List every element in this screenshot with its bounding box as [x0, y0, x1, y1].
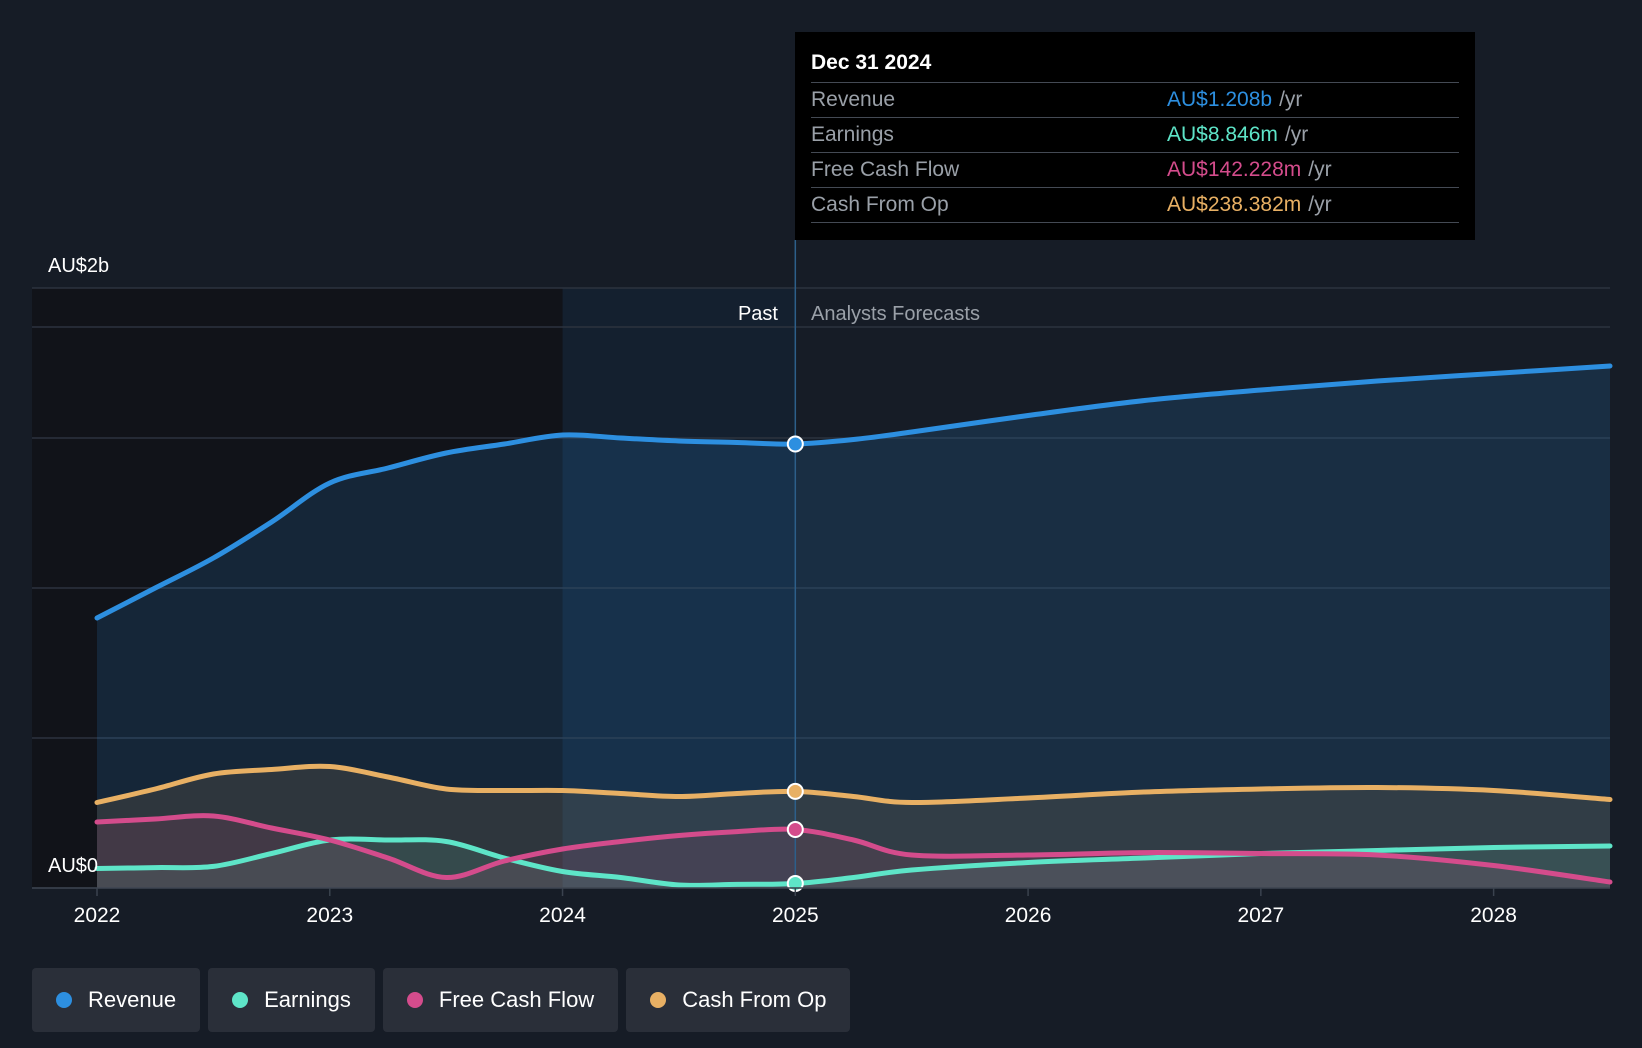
area-revenue [97, 366, 1610, 888]
tooltip-value: AU$238.382m [1167, 193, 1302, 216]
marker-free-cash-flow [786, 821, 804, 838]
tooltip-label: Revenue [811, 88, 896, 111]
line-revenue [94, 363, 1613, 621]
legend-label: Revenue [88, 987, 177, 1012]
tooltip-row-cash-from-op: Cash From Op AU$238.382m /yr [811, 188, 1459, 223]
past-label: Past [738, 303, 778, 325]
tooltip-value: AU$8.846m [1167, 123, 1278, 146]
tooltip-panel: Dec 31 2024 Revenue AU$1.208b /yr Earnin… [795, 32, 1475, 240]
legend-label: Free Cash Flow [438, 987, 595, 1012]
tooltip-row-free-cash-flow: Free Cash Flow AU$142.228m /yr [811, 153, 1459, 188]
forecast-label: Analysts Forecasts [811, 303, 980, 325]
x-tick-label: 2028 [1470, 904, 1517, 927]
legend-item-earnings[interactable]: Earnings [208, 968, 375, 1032]
y-axis-label-top: AU$2b [48, 255, 109, 277]
area-free-cash-flow [97, 815, 1610, 888]
marker-revenue [786, 435, 804, 453]
line-cash-from-op [94, 763, 1613, 806]
legend-item-revenue[interactable]: Revenue [32, 968, 201, 1032]
series-lines [94, 363, 1613, 888]
legend-dot-icon [650, 992, 667, 1008]
x-tick-label: 2022 [74, 904, 121, 927]
x-tick-label: 2026 [1005, 904, 1052, 927]
tooltip-unit: /yr [1284, 123, 1309, 146]
x-tick-label: 2023 [306, 904, 353, 927]
tooltip-unit: /yr [1308, 158, 1332, 181]
x-tick-label: 2027 [1237, 904, 1284, 927]
legend-dot-icon [232, 992, 249, 1008]
legend: Revenue Earnings Free Cash Flow Cash Fro… [32, 968, 851, 1032]
legend-item-cash-from-op[interactable]: Cash From Op [626, 968, 851, 1032]
marker-cash-from-op [786, 782, 804, 800]
tooltip-row-earnings: Earnings AU$8.846m /yr [811, 118, 1459, 153]
legend-dot-icon [56, 992, 72, 1008]
legend-label: Cash From Op [682, 987, 827, 1012]
area-cash-from-op [97, 766, 1610, 888]
tooltip-value: AU$1.208b [1167, 88, 1273, 111]
tooltip-label: Earnings [811, 123, 894, 146]
legend-item-free-cash-flow[interactable]: Free Cash Flow [382, 968, 619, 1032]
tooltip-unit: /yr [1308, 193, 1332, 216]
x-tick-label: 2024 [539, 904, 586, 927]
line-free-cash-flow [94, 813, 1613, 885]
x-tick-label: 2025 [772, 904, 819, 927]
tooltip-label: Cash From Op [811, 193, 949, 216]
tooltip-value: AU$142.228m [1167, 158, 1302, 181]
tooltip-unit: /yr [1279, 88, 1303, 111]
x-axis: 2022 2023 2024 2025 2026 2027 2028 [32, 887, 1610, 927]
legend-label: Earnings [264, 987, 351, 1012]
y-axis-label-bottom: AU$0 [48, 855, 98, 877]
tooltip-row-revenue: Revenue AU$1.208b /yr [811, 83, 1459, 118]
tooltip-date: Dec 31 2024 [811, 46, 1459, 83]
legend-dot-icon [406, 992, 423, 1008]
tooltip-label: Free Cash Flow [811, 158, 960, 181]
